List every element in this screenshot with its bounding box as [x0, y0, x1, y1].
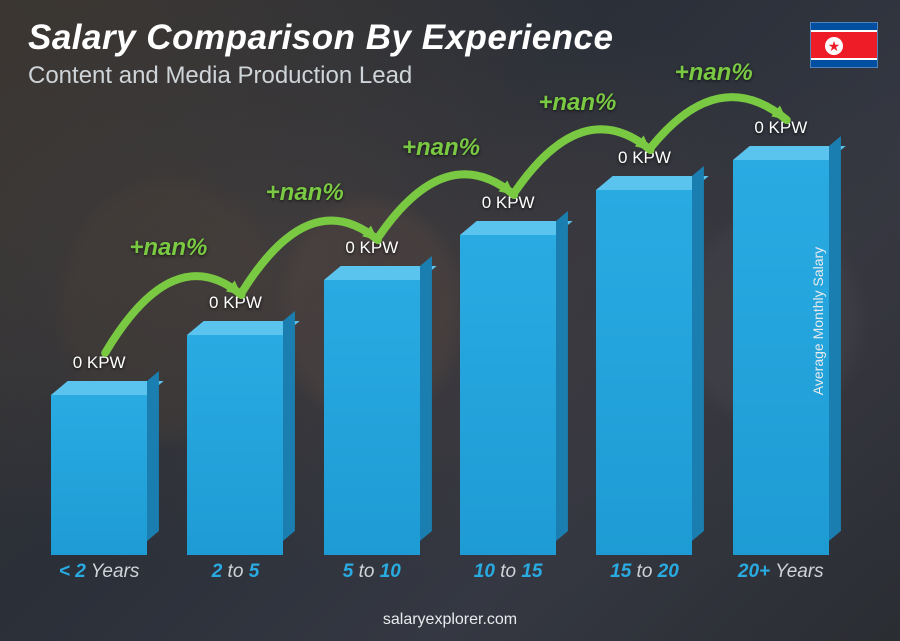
chart-title: Salary Comparison By Experience	[28, 18, 800, 58]
bar-value-label: 0 KPW	[701, 118, 861, 138]
bar-slot: 0 KPW	[40, 120, 158, 555]
bar-value-label: 0 KPW	[292, 238, 452, 258]
x-axis-label: < 2 Years	[40, 561, 158, 593]
chart-header: Salary Comparison By Experience Content …	[28, 18, 800, 90]
bar	[596, 190, 692, 555]
x-axis-label: 15 to 20	[585, 561, 703, 593]
bar-value-label: 0 KPW	[19, 353, 179, 373]
bar	[460, 235, 556, 555]
y-axis-label: Average Monthly Salary	[810, 246, 826, 394]
x-axis-label: 2 to 5	[176, 561, 294, 593]
bar	[324, 280, 420, 555]
bar	[51, 395, 147, 555]
x-axis-label: 20+ Years	[722, 561, 840, 593]
bar	[187, 335, 283, 555]
x-axis-label: 5 to 10	[313, 561, 431, 593]
bar-slot: 0 KPW	[313, 120, 431, 555]
bar-value-label: 0 KPW	[564, 148, 724, 168]
bar-value-label: 0 KPW	[155, 293, 315, 313]
chart-subtitle: Content and Media Production Lead	[28, 62, 800, 90]
bar-slot: 0 KPW	[585, 120, 703, 555]
flag-icon: ★	[810, 22, 878, 68]
bar-slot: 0 KPW	[449, 120, 567, 555]
footer-attribution: salaryexplorer.com	[0, 611, 900, 629]
bar-value-label: 0 KPW	[428, 193, 588, 213]
bar-slot: 0 KPW	[176, 120, 294, 555]
x-axis-label: 10 to 15	[449, 561, 567, 593]
bar-chart: 0 KPW0 KPW0 KPW0 KPW0 KPW0 KPW +nan%+nan…	[30, 120, 850, 593]
